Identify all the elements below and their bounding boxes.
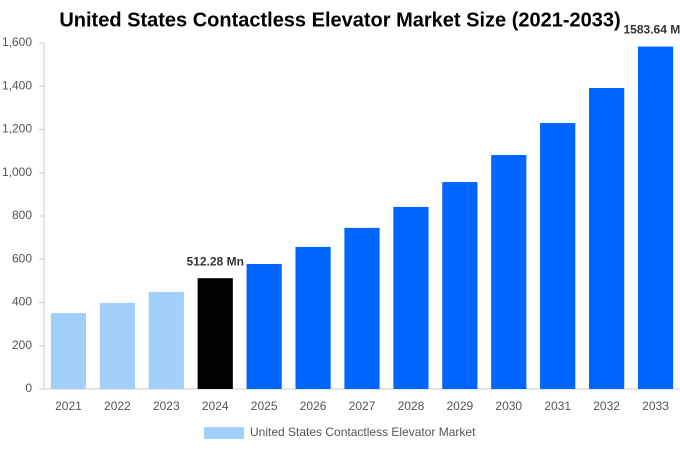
x-tick-label: 2026 [300, 399, 327, 413]
y-tick-label: 200 [12, 338, 32, 352]
x-tick-label: 2031 [544, 399, 571, 413]
x-tick-label: 2024 [202, 399, 229, 413]
x-tick-label: 2030 [495, 399, 522, 413]
bar [197, 278, 233, 389]
x-tick-label: 2032 [593, 399, 620, 413]
x-tick-label: 2023 [153, 399, 180, 413]
x-tick-label: 2028 [398, 399, 425, 413]
x-tick-label: 2022 [104, 399, 131, 413]
y-tick-label: 1,400 [2, 78, 32, 92]
y-tick-label: 1,200 [2, 122, 32, 136]
y-tick-label: 1,000 [2, 165, 32, 179]
bar [540, 123, 576, 389]
x-tick-label: 2021 [55, 399, 82, 413]
value-label: 512.28 Mn [187, 254, 244, 268]
chart-title: United States Contactless Elevator Marke… [59, 9, 620, 31]
x-tick-label: 2027 [349, 399, 376, 413]
bar [491, 155, 527, 389]
bar [246, 264, 282, 389]
y-tick-label: 1,600 [2, 35, 32, 49]
y-tick-label: 600 [12, 251, 32, 265]
y-tick-label: 800 [12, 208, 32, 222]
legend-label: United States Contactless Elevator Marke… [250, 425, 476, 439]
bar [637, 46, 674, 390]
bar [99, 302, 135, 389]
x-tick-label: 2025 [251, 399, 278, 413]
bar [50, 313, 87, 389]
y-tick-label: 0 [25, 381, 32, 395]
bar [442, 182, 478, 389]
value-label: 1583.64 Mn [624, 23, 680, 37]
x-tick-label: 2033 [642, 399, 669, 413]
bar [393, 206, 429, 389]
bar [148, 291, 184, 389]
bar [589, 87, 625, 389]
bar [344, 227, 380, 389]
bar [295, 246, 331, 389]
y-tick-label: 400 [12, 295, 32, 309]
legend-swatch [204, 427, 244, 439]
x-tick-label: 2029 [446, 399, 473, 413]
